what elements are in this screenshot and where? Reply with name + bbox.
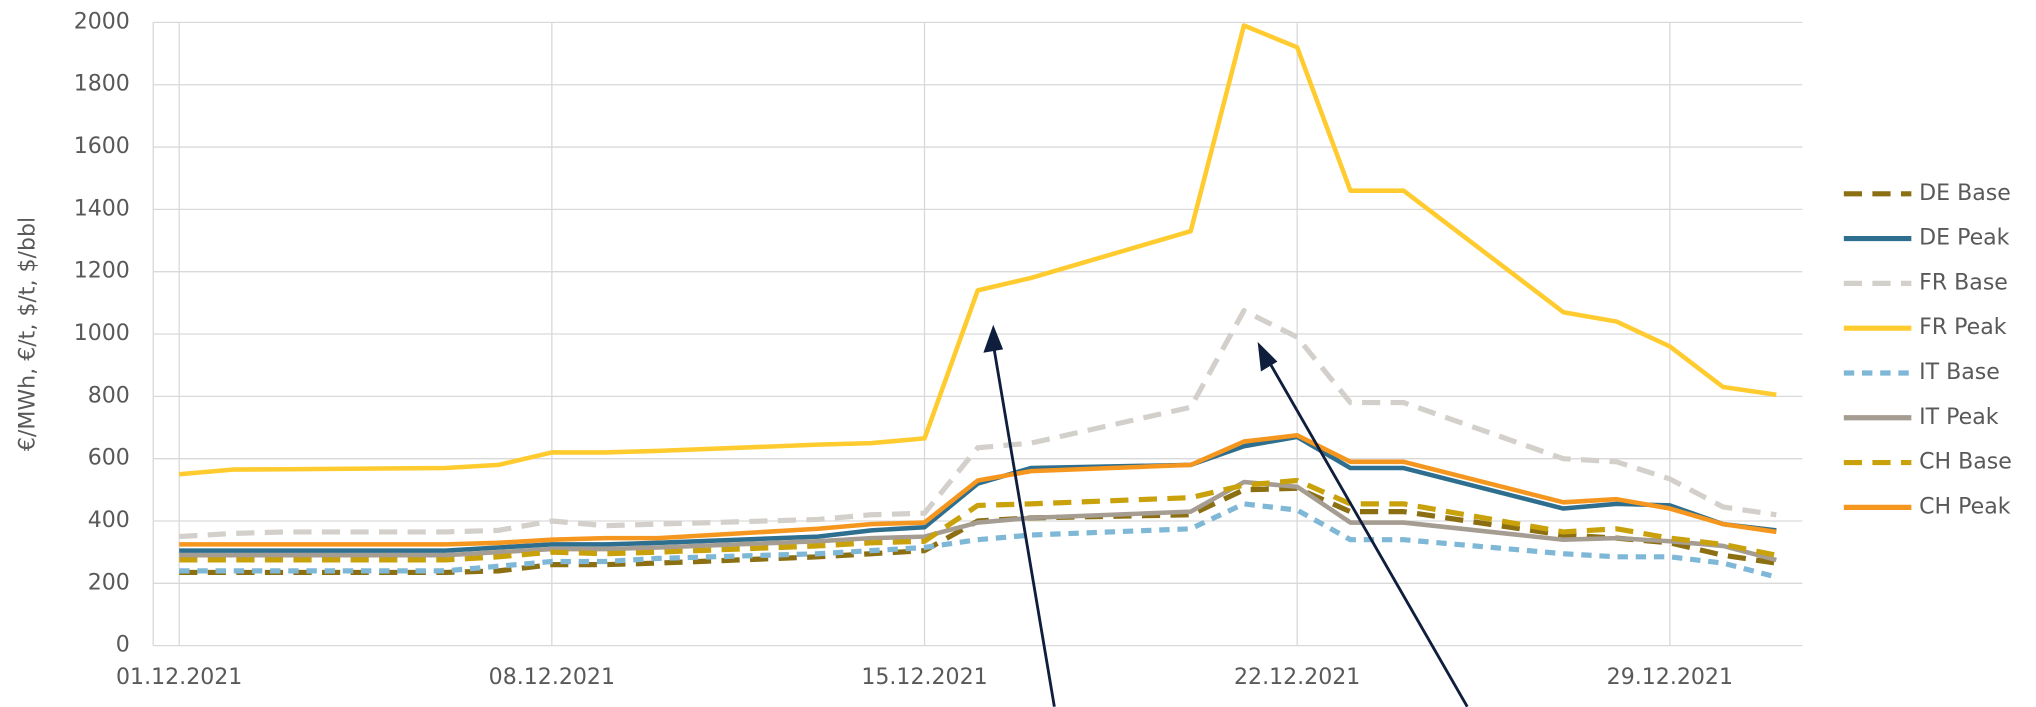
y-tick-label: 1000	[74, 321, 130, 346]
line-series	[179, 308, 1777, 540]
annotation-arrows	[983, 324, 1469, 707]
y-tick-label: 1400	[74, 196, 130, 221]
legend-label: IT Base	[1919, 360, 2000, 385]
legend-label: DE Base	[1919, 181, 2011, 206]
arrow-line	[1266, 357, 1469, 707]
legend-label: DE Peak	[1919, 226, 2010, 251]
y-tick-label: 1600	[74, 134, 130, 159]
arrow-line	[991, 344, 1056, 707]
arrow-head	[983, 324, 1004, 353]
line-series	[178, 23, 1777, 477]
y-tick-label: 0	[116, 633, 130, 658]
legend-label: CH Base	[1919, 450, 2012, 475]
y-tick-label: 800	[88, 383, 130, 408]
x-tick-label: 08.12.2021	[489, 665, 615, 690]
x-tick-label: 22.12.2021	[1234, 665, 1360, 690]
x-tick-label: 01.12.2021	[116, 665, 242, 690]
legend-label: FR Peak	[1919, 315, 2007, 340]
x-tick-label: 29.12.2021	[1607, 665, 1733, 690]
legend-label: FR Base	[1919, 270, 2008, 295]
arrow-head	[1257, 341, 1278, 372]
line-series	[179, 479, 1777, 563]
legend-label: CH Peak	[1919, 494, 2011, 519]
x-tick-label: 15.12.2021	[861, 665, 987, 690]
y-tick-label: 1800	[74, 72, 130, 97]
y-axis-label: €/MWh, €/t, $/t, $/bbl	[16, 217, 41, 451]
y-tick-label: 1200	[74, 259, 130, 284]
y-tick-label: 2000	[74, 9, 130, 34]
y-tick-label: 200	[88, 570, 130, 595]
y-tick-label: 400	[88, 508, 130, 533]
legend-label: IT Peak	[1919, 405, 1999, 430]
y-tick-label: 600	[88, 446, 130, 471]
line-series	[179, 433, 1777, 547]
line-series	[179, 477, 1777, 563]
line-series	[179, 501, 1777, 580]
line-series	[179, 434, 1777, 553]
